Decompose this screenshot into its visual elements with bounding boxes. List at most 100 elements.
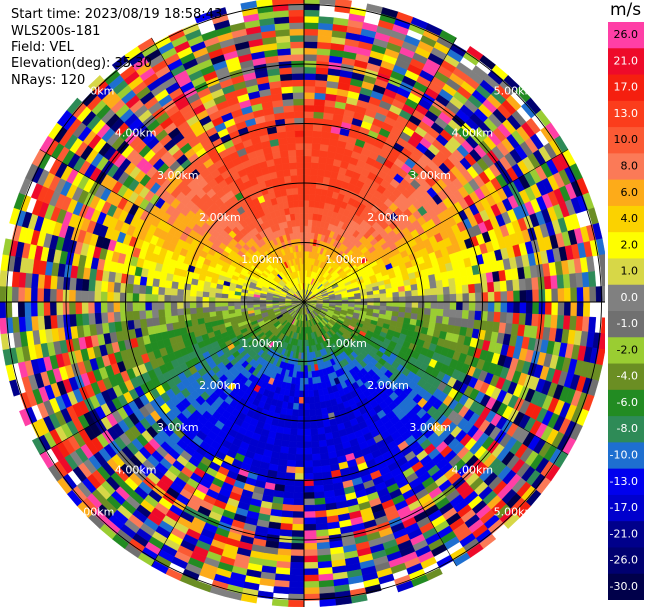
velocity-gate [385,287,393,294]
velocity-gate [303,79,316,87]
velocity-gate [307,377,313,385]
velocity-gate [303,517,316,525]
velocity-gate [126,283,134,294]
velocity-gate [404,290,413,297]
velocity-gate [416,282,425,291]
velocity-gate [303,485,315,493]
velocity-gate [183,313,192,322]
velocity-gate [290,542,305,551]
velocity-gate [233,301,241,306]
velocity-gate [94,279,103,292]
velocity-gate [94,290,102,303]
velocity-gate [303,447,313,455]
velocity-gate [189,295,197,303]
velocity-gate [151,293,159,303]
velocity-gate [398,306,406,313]
velocity-gate [221,301,229,307]
velocity-gate [313,395,321,404]
velocity-gate [214,301,222,307]
velocity-gate [125,292,133,303]
velocity-gate [303,580,320,589]
velocity-gate [68,277,77,291]
velocity-gate [391,286,400,293]
velocity-gate [303,130,314,138]
velocity-gate [176,288,185,296]
velocity-gate [405,301,413,308]
velocity-gate [462,301,470,311]
velocity-gate [310,168,319,176]
velocity-gate [170,308,178,317]
velocity-gate [292,511,305,519]
velocity-gate [11,271,20,288]
velocity-gate [518,313,527,326]
velocity-gate [595,238,605,256]
velocity-gate [392,306,400,313]
velocity-gate [303,511,316,519]
velocity-gate [288,440,297,449]
velocity-gate [411,289,419,297]
velocity-gate [315,181,324,190]
velocity-gate [68,301,76,315]
velocity-gate [550,275,559,290]
velocity-gate [284,414,293,423]
velocity-gate [107,281,115,293]
velocity-gate [310,162,319,170]
velocity-gate [506,290,514,303]
velocity-gate [316,54,331,63]
velocity-gate [296,428,305,436]
velocity-gate [411,301,419,309]
velocity-gate [398,301,406,308]
velocity-gate [318,156,328,165]
velocity-gate [163,301,171,310]
velocity-gate [299,384,305,392]
velocity-gate [125,301,133,312]
velocity-gate [303,155,312,163]
velocity-gate [298,396,305,404]
velocity-gate [290,421,298,430]
velocity-gate [286,459,296,468]
velocity-gate [189,289,197,297]
velocity-gate [0,317,8,335]
velocity-gate [279,529,293,538]
velocity-gate [195,307,204,314]
velocity-gate [292,504,305,512]
velocity-gate [295,447,305,455]
velocity-gate [292,402,299,411]
velocity-gate [303,161,312,169]
velocity-gate [513,290,521,303]
velocity-gate [303,219,309,227]
velocity-gate [227,297,235,303]
velocity-gate [475,301,483,312]
velocity-gate [240,304,248,309]
velocity-gate [455,285,463,295]
velocity-gate [512,279,520,292]
velocity-gate [314,402,322,410]
velocity-gate [317,162,327,171]
velocity-gate [437,294,445,303]
velocity-gate [456,301,464,311]
velocity-gate [202,301,210,308]
velocity-gate [435,315,444,325]
velocity-gate [524,313,533,327]
velocity-gate [576,301,584,317]
velocity-gate [422,314,431,323]
velocity-gate [290,555,305,563]
velocity-gate [190,313,198,321]
velocity-gate [49,301,57,316]
velocity-gate [298,390,305,398]
velocity-gate [422,281,431,290]
velocity-gate [461,284,470,294]
velocity-gate [303,73,317,81]
velocity-gate [487,301,495,313]
velocity-gate [312,466,323,474]
velocity-gate [487,311,495,323]
velocity-gate [281,433,291,442]
velocity-gate [289,574,305,582]
velocity-gate [183,282,192,291]
velocity-gate [303,22,319,30]
velocity-gate [449,309,457,319]
velocity-gate [303,498,315,506]
velocity-gate [366,294,375,299]
velocity-gate [303,587,320,595]
velocity-gate [570,301,578,317]
